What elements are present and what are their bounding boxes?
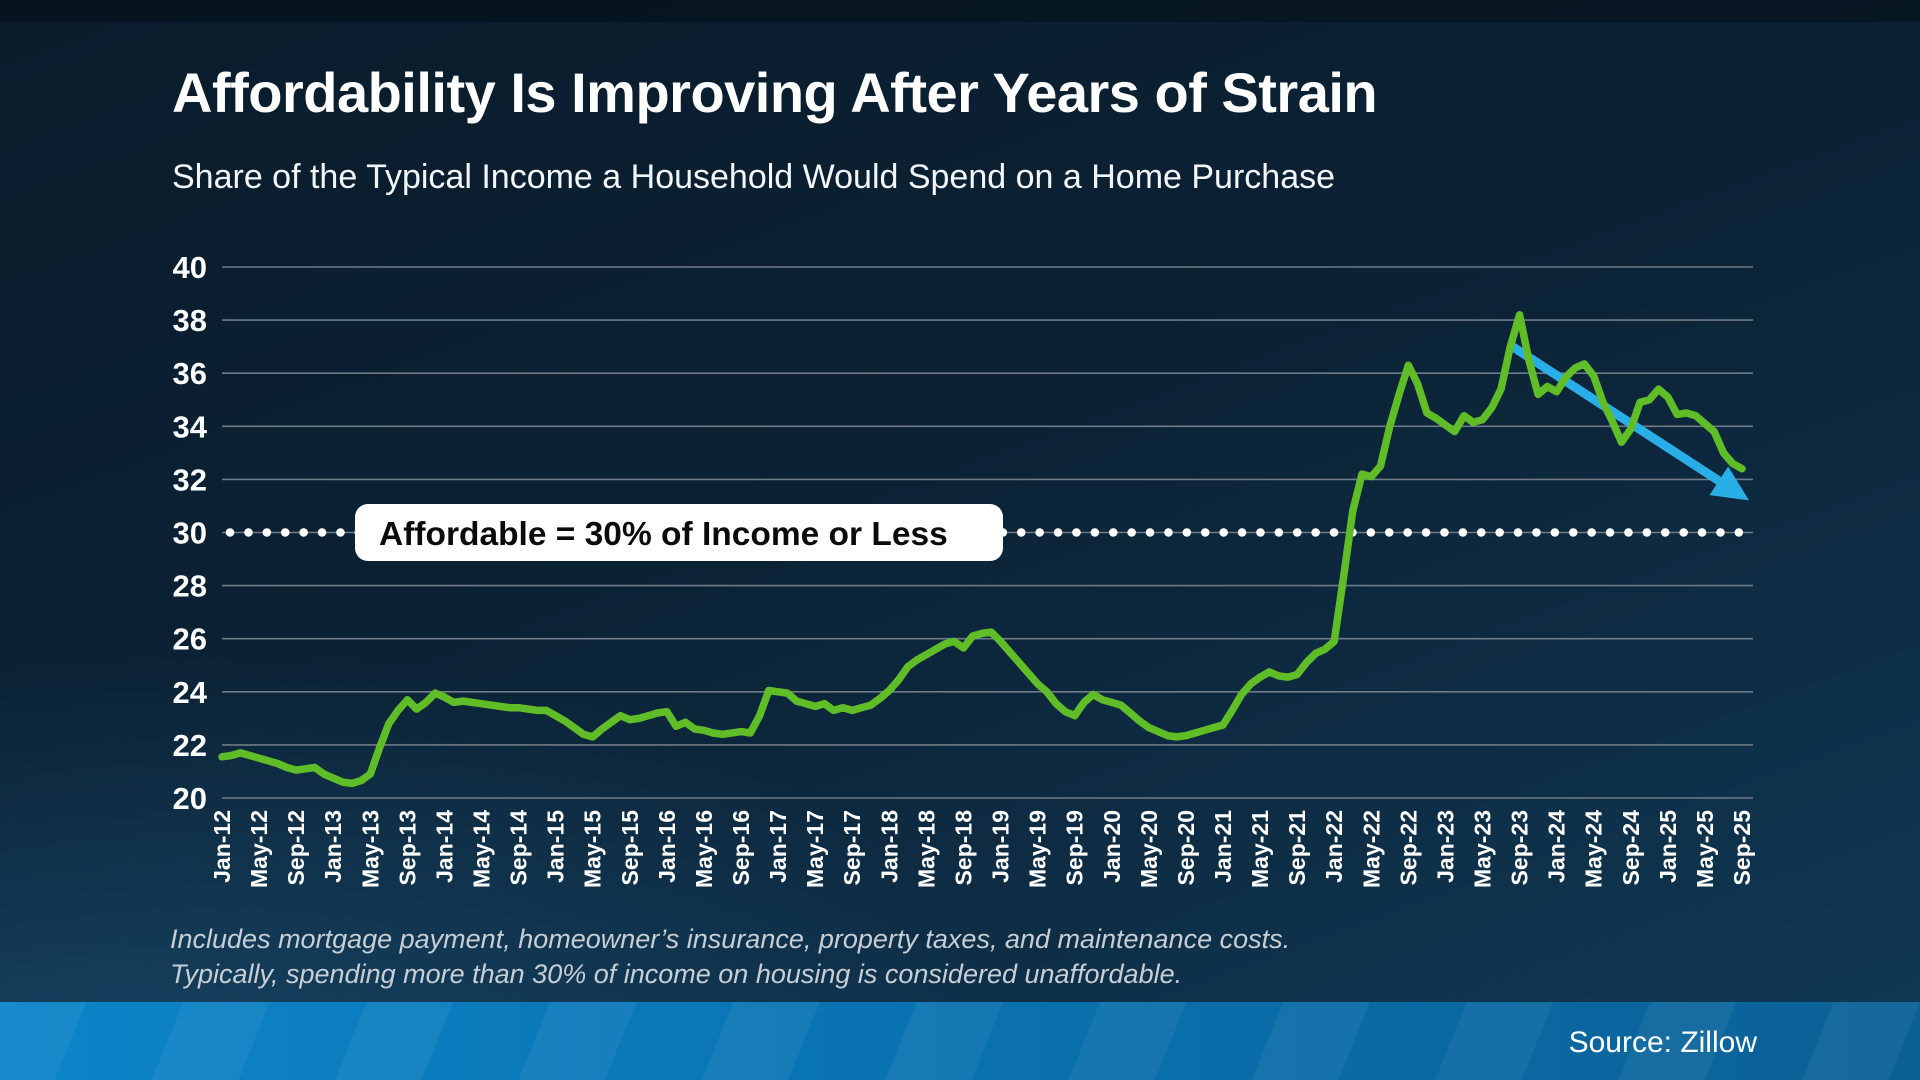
y-tick-label: 38 xyxy=(173,303,207,338)
page-title: Affordability Is Improving After Years o… xyxy=(172,61,1378,124)
x-tick-label: May-16 xyxy=(691,810,717,888)
x-tick-label: Jan-15 xyxy=(543,810,569,883)
x-tick-label: May-25 xyxy=(1692,810,1718,888)
x-tick-label: Sep-16 xyxy=(728,810,754,885)
x-tick-label: Sep-21 xyxy=(1284,810,1310,886)
affordability-series-line xyxy=(218,311,1746,788)
x-tick-label: May-24 xyxy=(1581,810,1607,888)
x-tick-label: Sep-17 xyxy=(839,810,865,885)
x-tick-label: May-18 xyxy=(913,810,939,888)
x-tick-label: Sep-15 xyxy=(617,810,643,886)
x-tick-label: Jan-16 xyxy=(654,810,680,883)
x-tick-label: Jan-23 xyxy=(1432,810,1458,883)
x-tick-label: Jan-22 xyxy=(1321,810,1347,883)
y-tick-label: 26 xyxy=(173,622,207,657)
x-tick-label: May-21 xyxy=(1247,810,1273,888)
footnote: Includes mortgage payment, homeowner’s i… xyxy=(170,922,1290,992)
x-tick-label: Jan-25 xyxy=(1655,810,1681,883)
y-tick-label: 40 xyxy=(173,250,207,285)
y-tick-label: 28 xyxy=(173,569,207,604)
x-tick-label: Sep-18 xyxy=(950,810,976,886)
chart-subtitle: Share of the Typical Income a Household … xyxy=(172,158,1336,196)
x-tick-label: May-20 xyxy=(1136,810,1162,888)
x-tick-label: Sep-25 xyxy=(1729,810,1755,886)
y-tick-label: 22 xyxy=(173,728,207,763)
x-tick-label: Sep-12 xyxy=(283,810,309,885)
bottom-accent-bar: Source: Zillow xyxy=(0,1002,1920,1080)
x-tick-label: Jan-14 xyxy=(431,810,457,883)
x-tick-label: Sep-20 xyxy=(1173,810,1199,885)
x-tick-label: Jan-13 xyxy=(320,810,346,883)
threshold-label-text: Affordable = 30% of Income or Less xyxy=(379,516,948,553)
x-tick-label: May-14 xyxy=(469,810,495,888)
y-tick-label: 32 xyxy=(173,462,207,497)
x-tick-label: May-19 xyxy=(1025,810,1051,888)
x-tick-label: May-12 xyxy=(246,810,272,888)
x-tick-label: Jan-18 xyxy=(876,810,902,883)
threshold-label-group: Affordable = 30% of Income or Less xyxy=(355,504,1003,561)
x-tick-label: Jan-20 xyxy=(1099,810,1125,883)
x-tick-label: Sep-13 xyxy=(394,810,420,885)
x-tick-label: May-17 xyxy=(802,810,828,888)
threshold-label-box xyxy=(355,504,1003,561)
x-tick-label: Sep-23 xyxy=(1507,810,1533,885)
y-axis-labels-group: 20 22 24 26 28 30 32 34 36 38 40 xyxy=(173,250,208,816)
x-tick-label: Sep-24 xyxy=(1618,810,1644,886)
footnote-line-2: Typically, spending more than 30% of inc… xyxy=(170,959,1183,989)
y-tick-label: 20 xyxy=(173,781,207,816)
x-tick-label: May-13 xyxy=(357,810,383,888)
data-line-group xyxy=(218,311,1746,788)
x-axis-labels-group: Jan-12 May-12 Sep-12 Jan-13 May-13 Sep-13 Jan-… xyxy=(209,810,1755,888)
x-tick-label: Jan-21 xyxy=(1210,810,1236,883)
x-tick-label: Sep-22 xyxy=(1395,810,1421,885)
y-tick-label: 30 xyxy=(173,516,207,551)
x-tick-label: Jan-19 xyxy=(988,810,1014,883)
x-tick-label: Jan-24 xyxy=(1544,810,1570,883)
downward-trend-arrow xyxy=(1505,340,1750,501)
x-tick-label: Sep-19 xyxy=(1062,810,1088,885)
x-tick-label: May-22 xyxy=(1358,810,1384,888)
y-tick-label: 36 xyxy=(173,356,207,391)
x-tick-label: Sep-14 xyxy=(506,810,532,886)
footnote-line-1: Includes mortgage payment, homeowner’s i… xyxy=(170,924,1291,954)
x-tick-label: May-23 xyxy=(1469,810,1495,888)
top-band xyxy=(0,0,1920,22)
trend-arrow-group xyxy=(1505,340,1750,501)
y-tick-label: 34 xyxy=(173,409,208,444)
source-label: Source: Zillow xyxy=(1568,1026,1757,1059)
x-tick-label: Jan-17 xyxy=(765,810,791,883)
x-tick-label: May-15 xyxy=(580,810,606,888)
x-tick-label: Jan-12 xyxy=(209,810,235,883)
y-tick-label: 24 xyxy=(173,675,208,710)
